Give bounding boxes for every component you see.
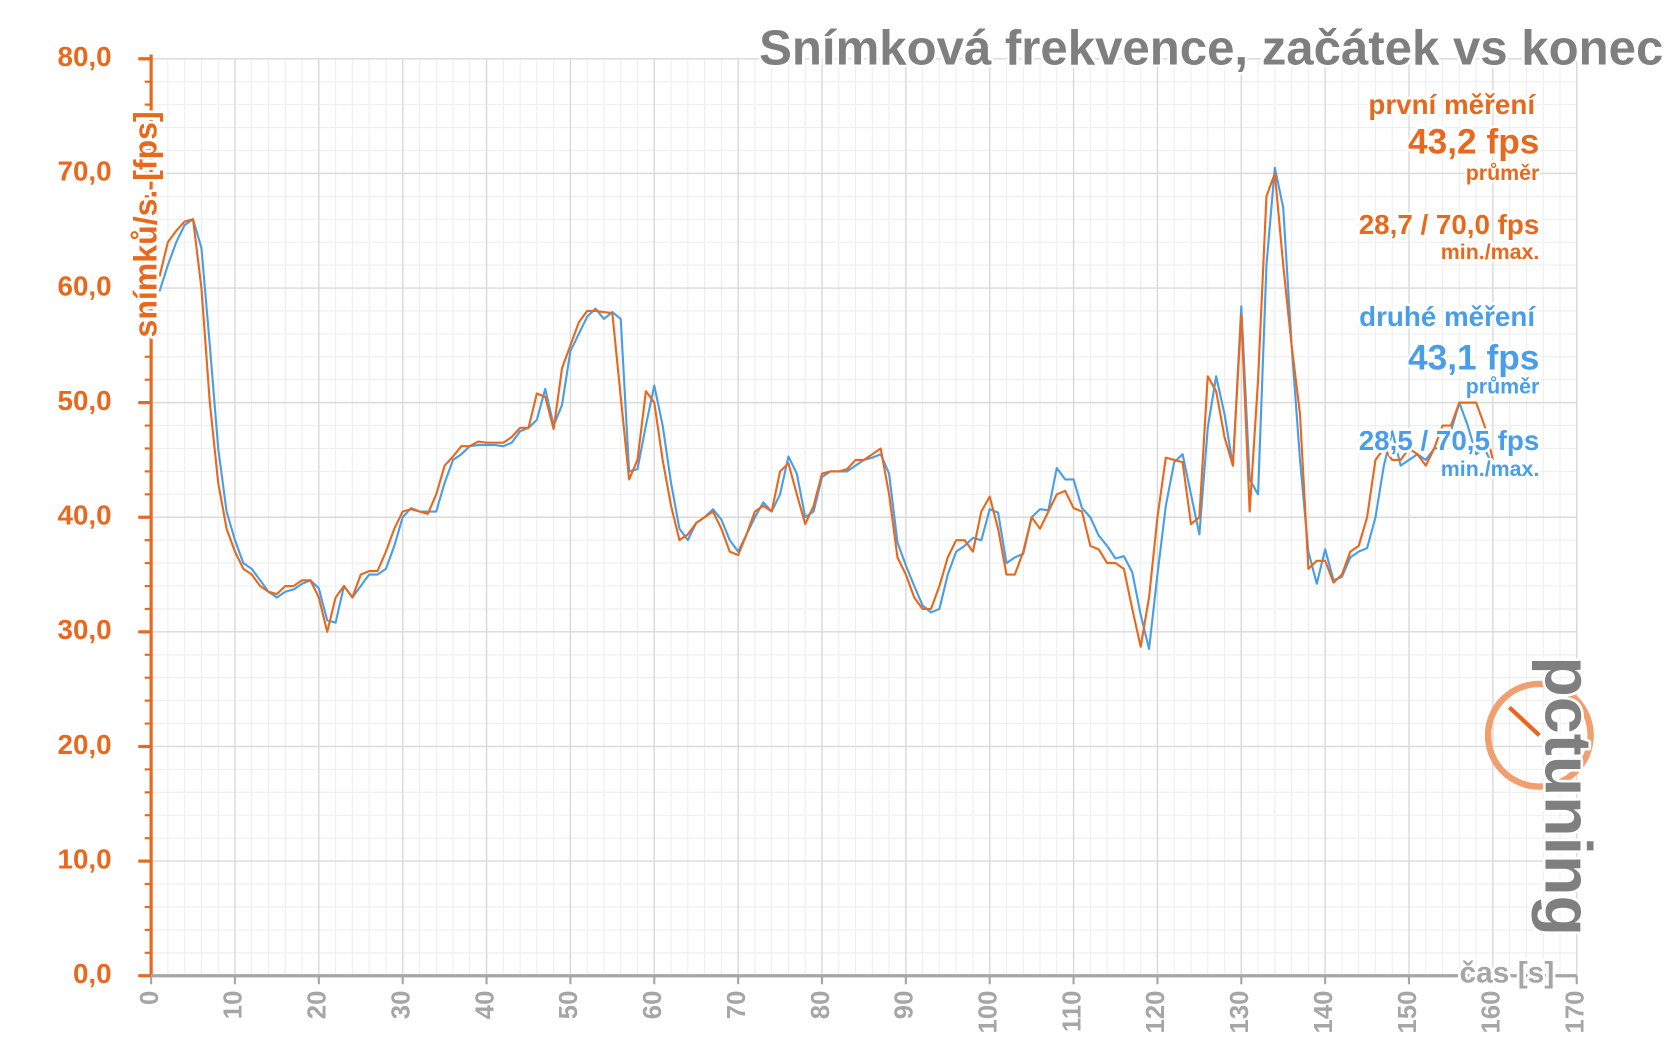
mean-value: 43,1 fps: [1408, 338, 1539, 377]
chart-title: Snímková frekvence, začátek vs konec: [759, 21, 1663, 75]
x-tick-label: 40: [471, 991, 499, 1020]
x-tick-label: 120: [1142, 991, 1170, 1034]
minmax-caption: min./max.: [1441, 240, 1540, 264]
y-tick-label: 80,0: [58, 41, 112, 72]
x-tick-label: 130: [1226, 991, 1254, 1034]
x-tick-label: 150: [1394, 991, 1422, 1034]
y-tick-label: 60,0: [58, 270, 112, 301]
x-tick-label: 30: [387, 991, 415, 1020]
x-tick-label: 100: [974, 991, 1002, 1034]
legend-label: druhé měření: [1359, 301, 1536, 332]
logo-needle: [1507, 705, 1541, 737]
overlay: 0 10 20 30 40 50 60 70 80 90 100 110 120 130 140 150 160…: [58, 19, 1666, 1034]
x-tick-label: 60: [639, 991, 667, 1020]
mean-caption: průměr: [1466, 375, 1540, 399]
legend-label: první měření: [1368, 89, 1536, 120]
series-line: [158, 166, 1494, 651]
x-tick-label: 90: [891, 991, 919, 1020]
minmax-value: 28,7 / 70,0 fps: [1359, 209, 1540, 240]
x-tick-label: 50: [555, 991, 583, 1020]
x-axis-label: čas [s]: [1460, 957, 1555, 990]
x-tick-label: 140: [1310, 991, 1338, 1034]
y-tick-label: 10,0: [58, 843, 112, 874]
y-axis-label: snímků/s. [fps]: [127, 111, 163, 337]
y-tick-label: 30,0: [58, 614, 112, 645]
mean-value: 43,2 fps: [1408, 123, 1539, 162]
plot: [158, 166, 1494, 651]
y-tick-label: 70,0: [58, 156, 112, 187]
x-tick-label: 20: [304, 991, 332, 1020]
y-tick-label: 50,0: [58, 385, 112, 416]
y-tick-label: 40,0: [58, 500, 112, 531]
logo: pctuning: [1530, 656, 1604, 936]
x-tick-label: 0: [136, 991, 164, 1005]
x-tick-label: 10: [220, 991, 248, 1020]
logo-ring: [1484, 680, 1594, 790]
series-line: [158, 172, 1494, 648]
x-tick-label: 80: [807, 991, 835, 1020]
y-tick-label: 20,0: [58, 729, 112, 760]
y-tick-label: 0,0: [73, 958, 112, 989]
x-tick-label: 110: [1058, 991, 1086, 1032]
minmax-caption: min./max.: [1441, 457, 1540, 481]
minmax-value: 28,5 / 70,5 fps: [1359, 425, 1540, 456]
grid: [138, 54, 1578, 985]
x-tick-label: 160: [1478, 991, 1506, 1034]
x-tick-label: 70: [723, 991, 751, 1020]
x-tick-label: 170: [1562, 991, 1590, 1034]
mean-caption: průměr: [1466, 161, 1540, 185]
